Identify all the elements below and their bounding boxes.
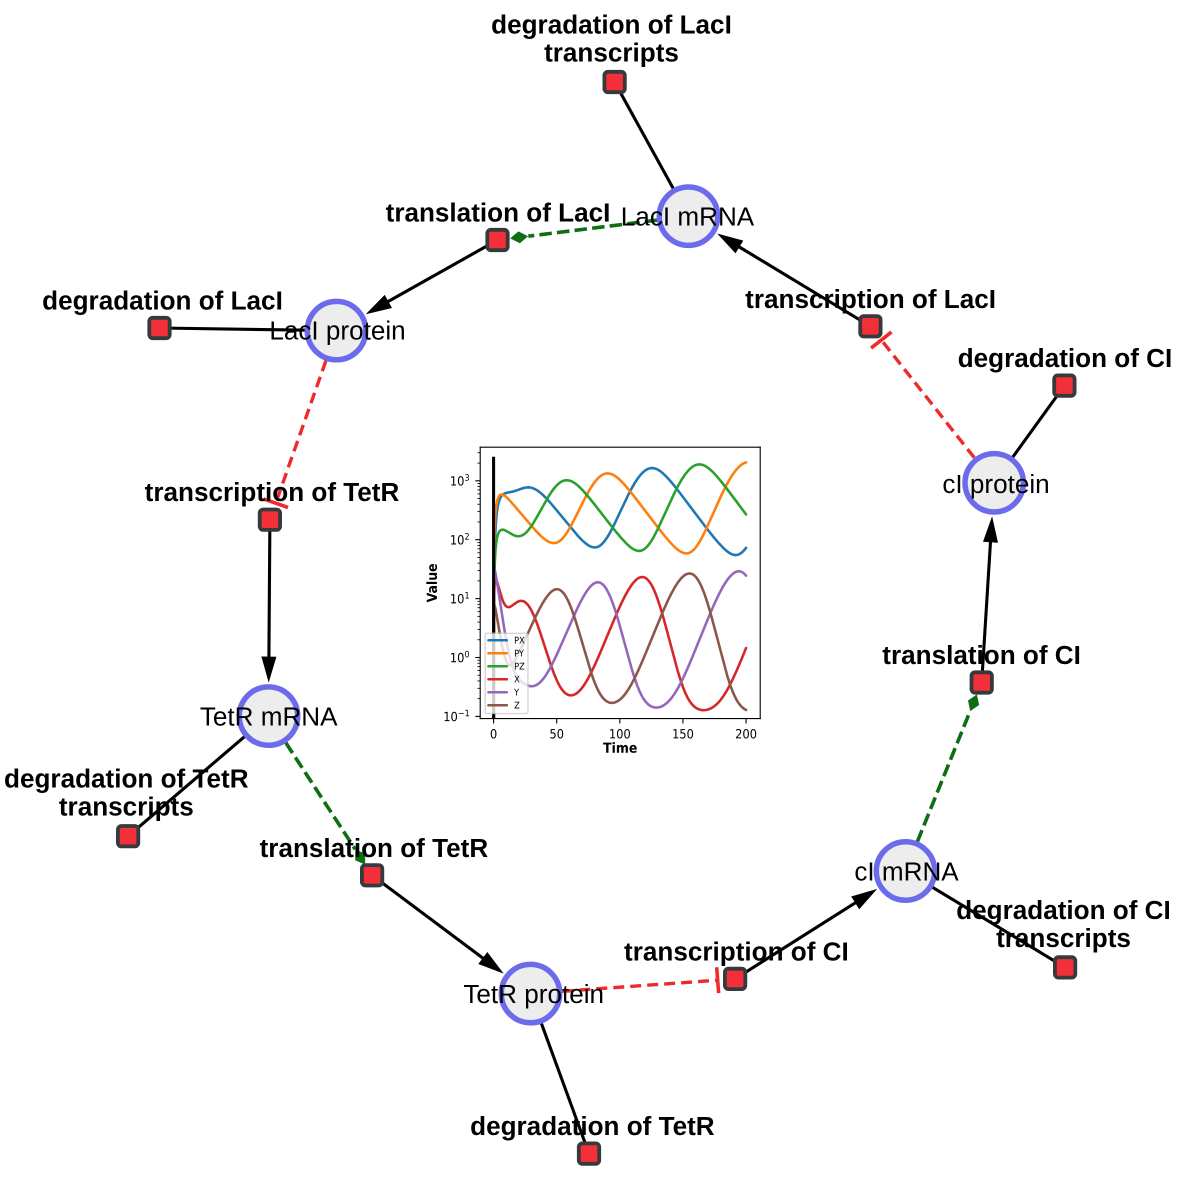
svg-text:transcripts: transcripts — [996, 923, 1131, 953]
svg-text:degradation of CI: degradation of CI — [958, 343, 1173, 373]
svg-text:degradation of LacI: degradation of LacI — [491, 10, 732, 40]
svg-text:translation of LacI: translation of LacI — [386, 198, 611, 228]
svg-text:degradation of TetR: degradation of TetR — [470, 1111, 715, 1141]
svg-text:degradation of CI: degradation of CI — [956, 895, 1171, 925]
svg-text:degradation of TetR: degradation of TetR — [4, 764, 249, 794]
svg-text:transcripts: transcripts — [544, 38, 679, 68]
svg-text:TetR mRNA: TetR mRNA — [200, 701, 338, 731]
svg-text:TetR protein: TetR protein — [463, 979, 604, 1009]
svg-text:degradation of LacI: degradation of LacI — [42, 286, 283, 316]
svg-text:translation of TetR: translation of TetR — [260, 833, 489, 863]
svg-text:cI protein: cI protein — [942, 469, 1049, 499]
svg-text:LacI mRNA: LacI mRNA — [621, 202, 755, 232]
svg-text:cI mRNA: cI mRNA — [854, 856, 959, 886]
svg-text:transcription of LacI: transcription of LacI — [745, 284, 996, 314]
svg-text:transcription of TetR: transcription of TetR — [145, 477, 400, 507]
svg-text:transcription of CI: transcription of CI — [624, 936, 849, 966]
svg-text:LacI protein: LacI protein — [269, 316, 405, 346]
svg-text:translation of CI: translation of CI — [882, 640, 1081, 670]
svg-text:transcripts: transcripts — [59, 792, 194, 822]
